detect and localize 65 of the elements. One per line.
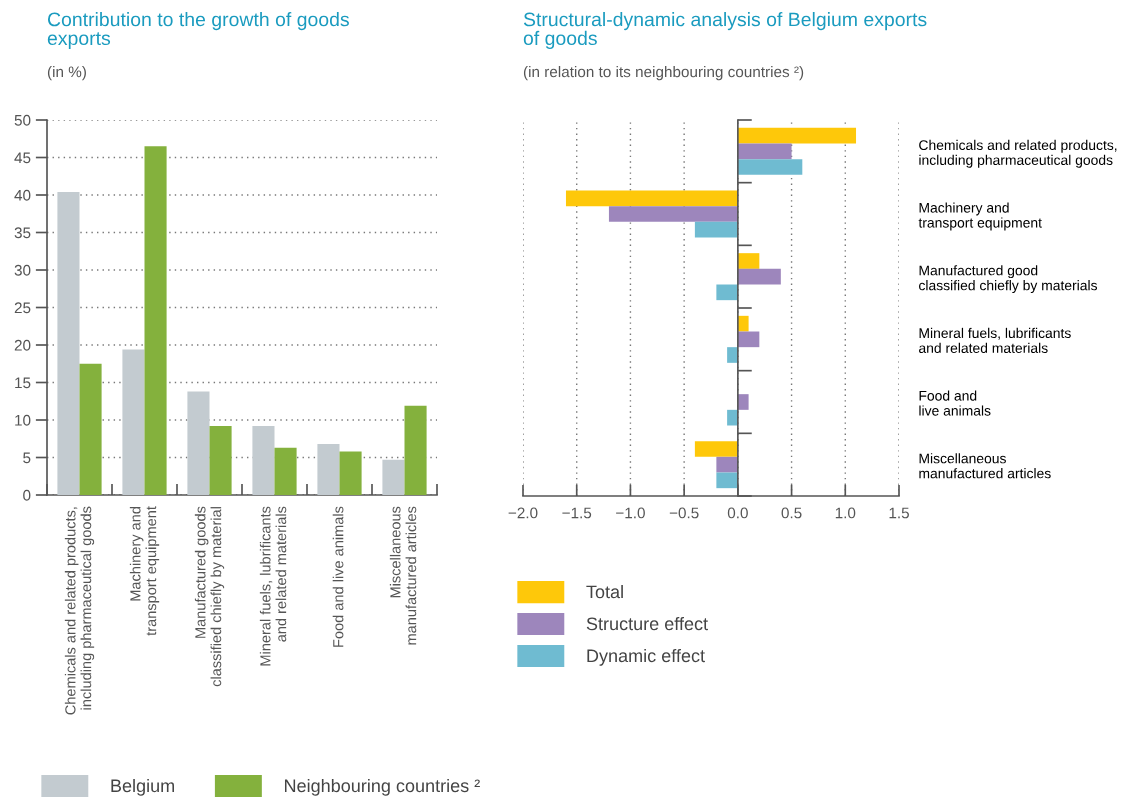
bar — [727, 347, 738, 363]
x-tick-label: Machinery and transport equipment — [129, 506, 160, 636]
bar — [144, 146, 167, 495]
bar — [57, 192, 80, 495]
bar — [339, 451, 362, 495]
legend-label: Structure effect — [586, 616, 708, 631]
x-tick-label: Mineral fuels, lubrificants and related materials — [259, 506, 287, 666]
chart-title: Contribution to the growth of goods exports — [47, 12, 349, 49]
x-tick-label: Food and live animals — [332, 506, 344, 647]
bar — [694, 221, 738, 238]
bar — [382, 459, 405, 495]
bar — [122, 349, 145, 495]
bar — [737, 127, 857, 144]
y-tick-label: Manufactured good classified chiefly by materials — [919, 265, 1098, 294]
x-tick-label: 0.5 — [781, 507, 802, 519]
bar — [737, 268, 781, 285]
bar — [737, 331, 760, 348]
bar — [252, 426, 275, 495]
bar — [737, 159, 803, 175]
chart-subtitle: (in %) — [47, 66, 86, 81]
legend-label: Total — [586, 585, 623, 599]
legend-label: Belgium — [111, 778, 174, 796]
legend-label: Neighbouring countries ² — [284, 778, 480, 796]
bar — [694, 441, 738, 457]
bar — [317, 444, 340, 495]
bar — [404, 405, 427, 495]
y-tick-label: Chemicals and related products, including pharmaceutical goods — [919, 139, 1117, 168]
bar — [79, 363, 102, 495]
x-tick-label: −0.5 — [669, 507, 699, 519]
bar — [716, 472, 738, 489]
bar — [187, 391, 210, 495]
x-tick-label: −1.0 — [616, 507, 645, 519]
x-tick-label: 0.0 — [727, 507, 748, 519]
y-tick-label: 35 — [14, 227, 31, 239]
chart-subtitle: (in relation to its neighbouring countries ²) — [523, 66, 804, 81]
x-tick-label: 1.0 — [835, 507, 856, 519]
y-tick-label: 15 — [15, 377, 31, 389]
bar — [608, 206, 738, 222]
bar — [716, 284, 738, 301]
y-tick-label: 45 — [14, 152, 31, 164]
x-tick-label: 1.5 — [889, 507, 909, 519]
x-tick-label: −1.5 — [562, 507, 592, 519]
bar — [274, 447, 297, 495]
bar — [737, 253, 760, 269]
y-tick-label: 10 — [15, 414, 31, 426]
y-tick-label: 5 — [23, 452, 31, 464]
y-tick-label: 50 — [14, 114, 31, 126]
bar — [209, 426, 232, 495]
y-tick-label: Miscellaneous manufactured articles — [919, 453, 1051, 479]
x-tick-label: Manufactured goods classified chiefly by material — [194, 506, 225, 687]
y-tick-label: Mineral fuels, lubrificants and related materials — [919, 327, 1071, 353]
y-tick-label: 0 — [23, 489, 31, 501]
bar — [716, 456, 738, 473]
bar — [737, 394, 749, 410]
y-tick-label: 30 — [14, 264, 31, 276]
y-tick-label: 25 — [14, 302, 31, 314]
y-tick-label: Machinery and transport equipment — [918, 202, 1042, 231]
y-tick-label: 20 — [14, 339, 31, 351]
bar — [565, 190, 738, 207]
y-tick-label: 40 — [14, 189, 31, 201]
bar — [737, 143, 792, 160]
chart-title: Structural-dynamic analysis of Belgium exports of goods — [523, 12, 927, 49]
x-tick-label: −2.0 — [508, 507, 538, 519]
y-tick-label: Food and live animals — [919, 390, 991, 416]
legend-label: Dynamic effect — [587, 648, 705, 666]
